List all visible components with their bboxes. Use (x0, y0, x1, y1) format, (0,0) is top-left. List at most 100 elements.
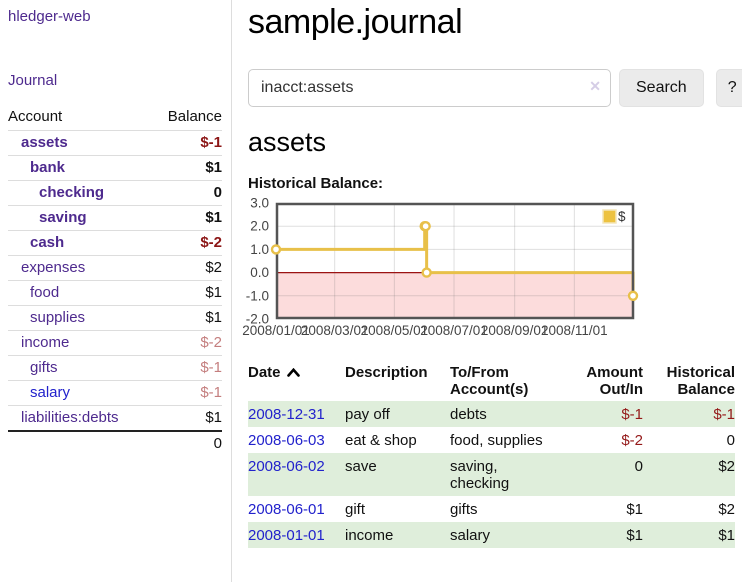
account-link[interactable]: gifts (30, 359, 58, 376)
register-balance-cell: $2 (718, 501, 735, 518)
accounts-header-account: Account (8, 108, 63, 125)
register-balance-cell: $-1 (713, 406, 735, 423)
account-row: cash $-2 (8, 230, 222, 256)
svg-text:$: $ (618, 209, 626, 224)
search-input[interactable] (248, 69, 611, 107)
register-header-date[interactable]: Date (248, 361, 345, 401)
account-link[interactable]: food (30, 284, 60, 301)
account-row: food $1 (8, 280, 222, 306)
register-date-link[interactable]: 2008-01-01 (248, 527, 325, 544)
register-date-cell: 2008-06-03 (248, 427, 345, 453)
account-balance: $1 (151, 405, 222, 431)
account-balance: $1 (151, 205, 222, 231)
register-accounts-cell: gifts (450, 501, 478, 518)
register-date-link[interactable]: 2008-06-03 (248, 432, 325, 449)
svg-text:-2.0: -2.0 (246, 312, 269, 327)
svg-text:3.0: 3.0 (250, 196, 269, 211)
account-row: liabilities:debts $1 (8, 405, 222, 431)
register-date-cell: 2008-06-01 (248, 496, 345, 522)
sidebar: hledger-web Journal Account Balance asse… (0, 0, 232, 582)
main-content: sample.journal ✕ Search ? assets Histori… (232, 0, 742, 582)
svg-text:0.0: 0.0 (250, 265, 269, 280)
register-amount-cell: $-1 (621, 406, 643, 423)
account-row: assets $-1 (8, 130, 222, 156)
register-amount-cell: $1 (626, 501, 643, 518)
clear-search-icon[interactable]: ✕ (589, 78, 601, 94)
register-date-cell: 2008-01-01 (248, 522, 345, 548)
account-row: gifts $-1 (8, 355, 222, 381)
register-amount-cell: $-2 (621, 432, 643, 449)
register-date-link[interactable]: 2008-12-31 (248, 406, 325, 423)
register-date-link[interactable]: 2008-06-02 (248, 458, 325, 475)
register-balance-cell: $1 (718, 527, 735, 544)
search-button[interactable]: Search (619, 69, 704, 107)
register-amount-cell: $1 (626, 527, 643, 544)
account-link[interactable]: assets (21, 134, 68, 151)
historical-balance-chart: 2008/01/012008/03/012008/05/012008/07/01… (242, 196, 639, 338)
register-balance-cell: 0 (726, 432, 735, 449)
brand-link[interactable]: hledger-web (8, 8, 91, 25)
account-row: saving $1 (8, 205, 222, 231)
accounts-total-value: 0 (8, 430, 222, 455)
register-row: 2008-01-01 income salary $1 $1 (248, 522, 735, 548)
page-title: sample.journal (248, 3, 463, 41)
account-link[interactable]: expenses (21, 259, 86, 276)
register-date-cell: 2008-12-31 (248, 401, 345, 427)
register-accounts-cell: food, supplies (450, 432, 543, 449)
svg-text:-1.0: -1.0 (246, 288, 269, 303)
account-row: checking 0 (8, 180, 222, 206)
register-description-cell: pay off (345, 406, 390, 423)
account-row: salary $-1 (8, 380, 222, 406)
account-row: expenses $2 (8, 255, 222, 281)
account-link[interactable]: checking (39, 184, 105, 201)
account-link[interactable]: bank (30, 159, 66, 176)
search-input-group: ✕ (248, 69, 611, 107)
account-link[interactable]: salary (30, 384, 71, 401)
accounts-header-balance: Balance (167, 108, 222, 125)
svg-text:2008/03/01: 2008/03/01 (301, 323, 369, 338)
account-link[interactable]: income (21, 334, 70, 351)
chart-label: Historical Balance: (248, 175, 384, 192)
svg-text:2.0: 2.0 (250, 219, 269, 234)
svg-text:1.0: 1.0 (250, 242, 269, 257)
register-description-cell: eat & shop (345, 432, 417, 449)
account-link[interactable]: liabilities:debts (21, 409, 119, 426)
account-title: assets (248, 127, 327, 157)
account-balance: 0 (151, 180, 222, 206)
svg-text:2008/05/01: 2008/05/01 (361, 323, 429, 338)
account-row: supplies $1 (8, 305, 222, 331)
account-balance: $-2 (151, 330, 222, 356)
account-balance: $-1 (151, 380, 222, 406)
register-date-link[interactable]: 2008-06-01 (248, 501, 325, 518)
sort-ascending-icon (286, 364, 300, 381)
register-row: 2008-06-02 save saving, checking 0 $2 (248, 453, 735, 496)
accounts-table: Account Balance assets $-1 bank $1 checking 0… (8, 105, 222, 455)
account-balance: $1 (151, 305, 222, 331)
register-amount-cell: 0 (634, 458, 643, 475)
svg-text:2008/09/01: 2008/09/01 (481, 323, 549, 338)
register-table: Date Description To/From Account(s) Amou… (248, 361, 735, 548)
account-link[interactable]: saving (39, 209, 87, 226)
account-link[interactable]: supplies (30, 309, 86, 326)
account-link[interactable]: cash (30, 234, 65, 251)
account-balance: $-1 (151, 355, 222, 381)
register-header-balance: Historical Balance (666, 364, 735, 398)
register-accounts-cell: salary (450, 527, 491, 544)
register-row: 2008-12-31 pay off debts $-1 $-1 (248, 401, 735, 427)
account-balance: $1 (151, 280, 222, 306)
account-balance: $-1 (151, 130, 222, 156)
account-balance: $1 (151, 155, 222, 181)
register-row: 2008-06-01 gift gifts $1 $2 (248, 496, 735, 522)
accounts-total-row: 0 (8, 430, 222, 455)
search-help-button[interactable]: ? (715, 69, 742, 107)
svg-text:2008/01/01: 2008/01/01 (242, 323, 310, 338)
register-header-row: Date Description To/From Account(s) Amou… (248, 361, 735, 401)
account-balance: $-2 (151, 230, 222, 256)
register-description-cell: gift (345, 501, 366, 518)
register-accounts-cell: saving, checking (450, 458, 510, 492)
svg-text:2008/07/01: 2008/07/01 (420, 323, 488, 338)
register-description-cell: save (345, 458, 377, 475)
sidebar-item-journal[interactable]: Journal (8, 72, 58, 89)
register-description-cell: income (345, 527, 394, 544)
